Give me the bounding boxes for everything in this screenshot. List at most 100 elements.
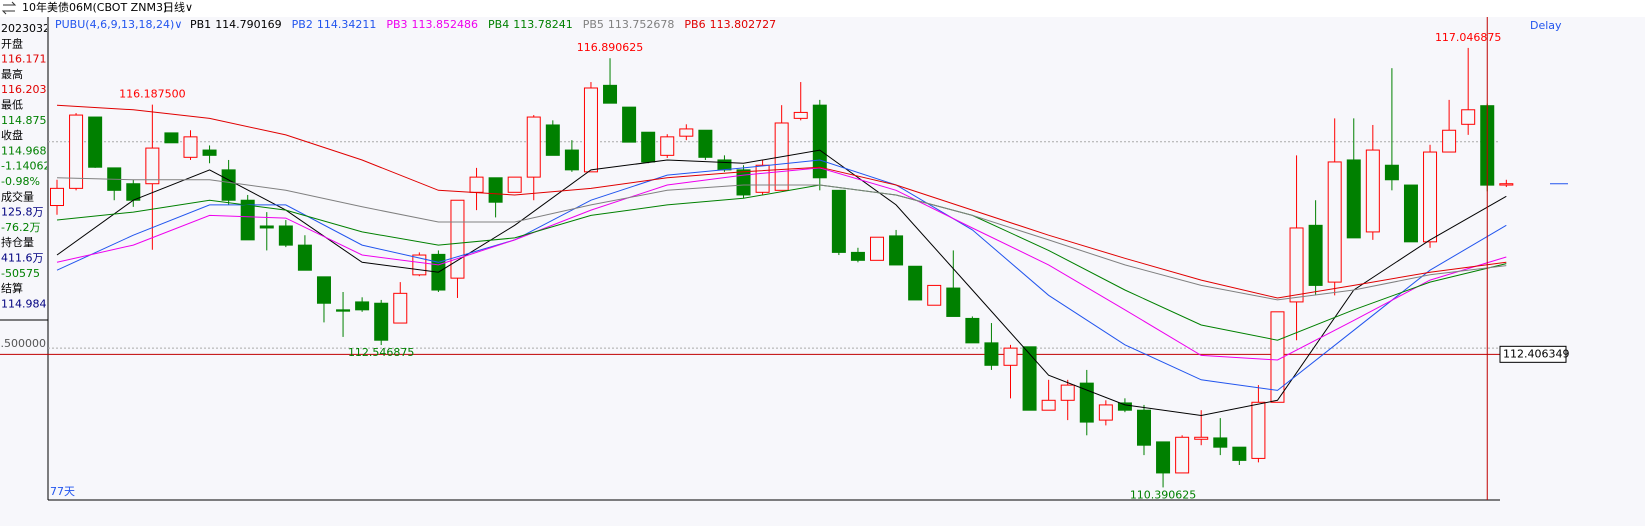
info-text: 114.968750 — [1, 144, 67, 157]
info-text: -1.140625 — [1, 160, 57, 173]
candle-body — [622, 106, 637, 143]
info-text: 411.6万 — [1, 252, 44, 265]
candle-body — [1270, 311, 1285, 403]
ma-line — [56, 104, 1507, 299]
extreme-label: 116.890625 — [577, 41, 643, 54]
candle-body — [526, 116, 541, 178]
candle-body — [507, 176, 522, 193]
candle-body — [1384, 164, 1399, 181]
candle-body — [1003, 347, 1018, 366]
info-text: 116.171875 — [1, 53, 67, 66]
candle-body — [1461, 109, 1476, 125]
indicator[interactable]: PUBU(4,6,9,13,18,24)∨ — [55, 18, 182, 31]
candle-body — [1022, 346, 1037, 411]
ma-line — [56, 167, 1507, 361]
candle-body — [564, 149, 579, 171]
candle-body — [393, 292, 408, 324]
candle-body — [1365, 149, 1380, 233]
candle-body — [679, 128, 694, 137]
switch-icon[interactable] — [1, 1, 17, 15]
title: 10年美债06M(CBOT ZNM3) — [22, 0, 167, 14]
candle-body — [1079, 382, 1094, 423]
candle-body — [1194, 436, 1209, 440]
candle-body — [488, 177, 503, 203]
candle-body — [1403, 184, 1418, 243]
candle-body — [469, 176, 484, 193]
candle-body — [336, 309, 351, 312]
candle-body — [297, 244, 312, 271]
y-tick-label: 12.500000 — [0, 337, 46, 350]
candle-body — [698, 129, 713, 158]
candle-body — [1346, 159, 1361, 239]
legend-value: 114.790169 — [215, 18, 281, 31]
legend-name: PB5 — [583, 18, 604, 31]
info-text: -76.2万 — [1, 221, 40, 234]
candle-body — [583, 87, 598, 173]
extreme-label: 117.046875 — [1435, 31, 1501, 44]
candle-body — [1232, 446, 1247, 461]
candle-body — [1136, 409, 1151, 446]
candle-body — [316, 276, 331, 304]
candle-body — [69, 114, 84, 189]
candle-body — [870, 236, 885, 261]
ma-line — [56, 184, 1507, 341]
legend-name: PB3 — [386, 18, 407, 31]
candle-body — [660, 136, 675, 156]
info-text: -0.98% — [1, 175, 40, 188]
candle-body — [1156, 441, 1171, 474]
period[interactable]: 日线∨ — [163, 0, 193, 14]
legend-value: 114.34211 — [317, 18, 377, 31]
candle-body — [1499, 183, 1514, 186]
price-box — [1499, 345, 1567, 363]
candle-body — [1308, 224, 1323, 286]
candle-body — [1098, 404, 1113, 421]
info-text: 结算 — [1, 281, 23, 295]
candle-body — [717, 159, 732, 171]
delay: Delay — [1530, 19, 1562, 32]
ma-line — [56, 177, 1507, 301]
ma-line — [56, 159, 1507, 391]
legend-name: PB4 — [488, 18, 509, 31]
candle-body — [374, 302, 389, 341]
candle-body — [736, 169, 751, 196]
info-text: -50575 — [1, 267, 40, 280]
extreme-label: 112.546875 — [348, 346, 414, 359]
candle-body — [202, 149, 217, 156]
extreme-label: 116.187500 — [119, 88, 185, 101]
legend-name: PB6 — [684, 18, 705, 31]
candle-body — [126, 183, 141, 201]
info-text: 收盘 — [1, 128, 23, 142]
candle-body — [927, 284, 942, 306]
candle-body — [183, 136, 198, 158]
candle-body — [1213, 437, 1228, 448]
candle-body — [1060, 384, 1075, 401]
candle-body — [88, 116, 103, 168]
candle-body — [1442, 129, 1457, 153]
candle-body — [164, 132, 179, 144]
info-text: 114.984375 — [1, 297, 67, 310]
candle-body — [50, 187, 64, 207]
legend-name: PB2 — [292, 18, 313, 31]
candle-body — [984, 342, 999, 366]
legend-value: 113.852486 — [412, 18, 478, 31]
candle-body — [1423, 151, 1438, 243]
info-text: 成交量 — [1, 189, 34, 203]
candle-body — [259, 225, 274, 229]
toolbar — [0, 0, 1645, 17]
legend-name: PB1 — [190, 18, 211, 31]
candle-body — [908, 265, 923, 301]
candle-body — [641, 131, 656, 163]
candle-body — [450, 199, 465, 279]
candle-body — [1175, 436, 1190, 474]
info-text: 开盘 — [1, 36, 23, 50]
candle-body — [850, 251, 865, 261]
candle-body — [545, 124, 560, 156]
candle-body — [812, 104, 827, 179]
candle-body — [355, 301, 370, 311]
candle-body — [1117, 402, 1132, 411]
legend-value: 113.752678 — [608, 18, 674, 31]
info-text: 持仓量 — [1, 235, 34, 249]
